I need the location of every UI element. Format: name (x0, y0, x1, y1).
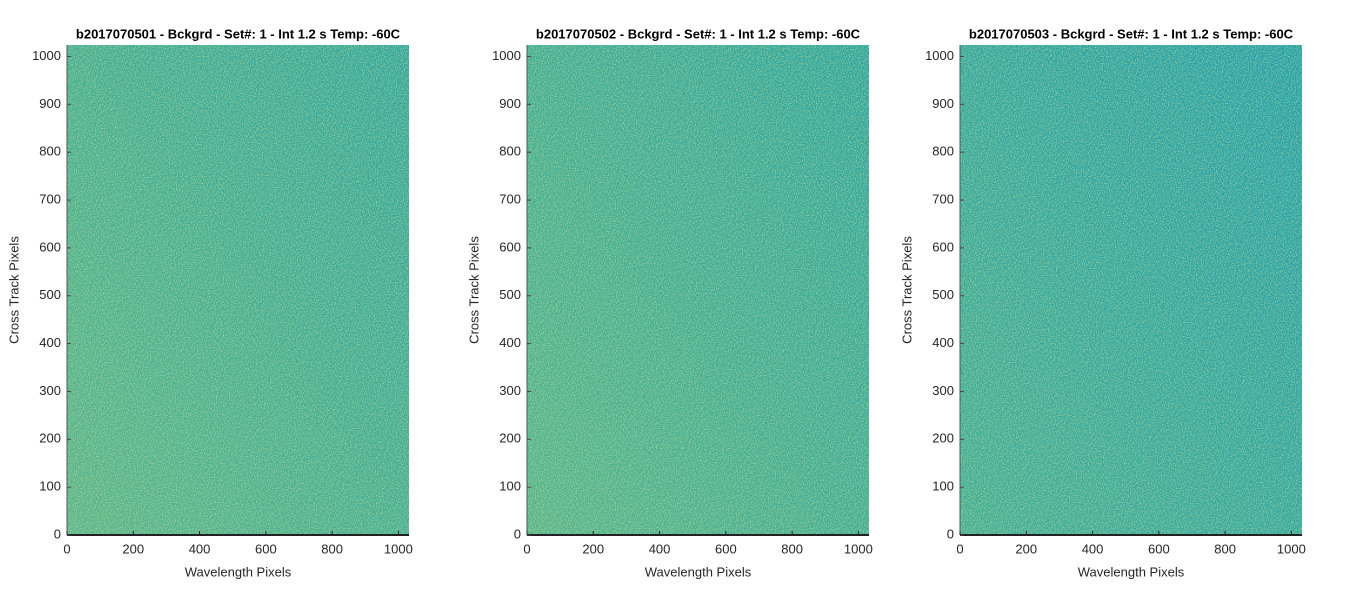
x-axis-label: Wavelength Pixels (185, 564, 292, 579)
y-tick-label: 100 (39, 479, 61, 494)
chart-title: b2017070503 - Bckgrd - Set#: 1 - Int 1.2… (969, 26, 1294, 41)
y-tick-label: 0 (514, 526, 521, 541)
y-tick-label: 700 (39, 191, 61, 206)
y-tick-label: 100 (932, 479, 954, 494)
y-tick-label: 800 (39, 144, 61, 159)
y-tick-label: 300 (932, 383, 954, 398)
y-tick-label: 900 (39, 96, 61, 111)
y-tick-label: 900 (932, 96, 954, 111)
y-tick-label: 600 (932, 239, 954, 254)
y-tick-label: 0 (947, 526, 954, 541)
y-tick-label: 500 (499, 287, 521, 302)
chart-title: b2017070501 - Bckgrd - Set#: 1 - Int 1.2… (76, 26, 401, 41)
x-tick-label: 200 (122, 541, 144, 556)
y-tick-label: 100 (499, 479, 521, 494)
y-tick-label: 400 (39, 335, 61, 350)
x-tick-label: 800 (1214, 541, 1236, 556)
y-tick-label: 200 (499, 431, 521, 446)
y-tick-label: 200 (932, 431, 954, 446)
y-tick-label: 300 (39, 383, 61, 398)
image-noise (527, 45, 869, 535)
y-tick-label: 200 (39, 431, 61, 446)
y-tick-label: 600 (39, 239, 61, 254)
x-tick-label: 0 (523, 541, 530, 556)
x-tick-label: 400 (1082, 541, 1104, 556)
y-tick-label: 800 (499, 144, 521, 159)
y-tick-label: 700 (932, 191, 954, 206)
image-noise (960, 45, 1302, 535)
x-tick-label: 200 (582, 541, 604, 556)
y-tick-label: 1000 (492, 48, 521, 63)
y-tick-label: 1000 (925, 48, 954, 63)
y-tick-label: 500 (932, 287, 954, 302)
x-tick-label: 800 (321, 541, 343, 556)
x-tick-label: 1000 (384, 541, 413, 556)
y-tick-label: 900 (499, 96, 521, 111)
x-tick-label: 400 (649, 541, 671, 556)
y-tick-label: 600 (499, 239, 521, 254)
y-tick-label: 300 (499, 383, 521, 398)
y-axis-label: Cross Track Pixels (899, 236, 914, 344)
y-tick-label: 700 (499, 191, 521, 206)
x-tick-label: 400 (189, 541, 211, 556)
y-axis-label: Cross Track Pixels (6, 236, 21, 344)
x-tick-label: 600 (255, 541, 277, 556)
x-axis-label: Wavelength Pixels (645, 564, 752, 579)
y-axis-label: Cross Track Pixels (466, 236, 481, 344)
x-tick-label: 600 (1148, 541, 1170, 556)
image-noise (67, 45, 409, 535)
y-tick-label: 800 (932, 144, 954, 159)
y-tick-label: 400 (499, 335, 521, 350)
y-tick-label: 0 (54, 526, 61, 541)
x-axis-label: Wavelength Pixels (1078, 564, 1185, 579)
x-tick-label: 600 (715, 541, 737, 556)
y-tick-label: 400 (932, 335, 954, 350)
x-tick-label: 0 (956, 541, 963, 556)
y-tick-label: 1000 (32, 48, 61, 63)
x-tick-label: 1000 (1277, 541, 1306, 556)
chart-title: b2017070502 - Bckgrd - Set#: 1 - Int 1.2… (536, 26, 861, 41)
y-tick-label: 500 (39, 287, 61, 302)
x-tick-label: 0 (63, 541, 70, 556)
x-tick-label: 800 (781, 541, 803, 556)
x-tick-label: 1000 (844, 541, 873, 556)
x-tick-label: 200 (1015, 541, 1037, 556)
